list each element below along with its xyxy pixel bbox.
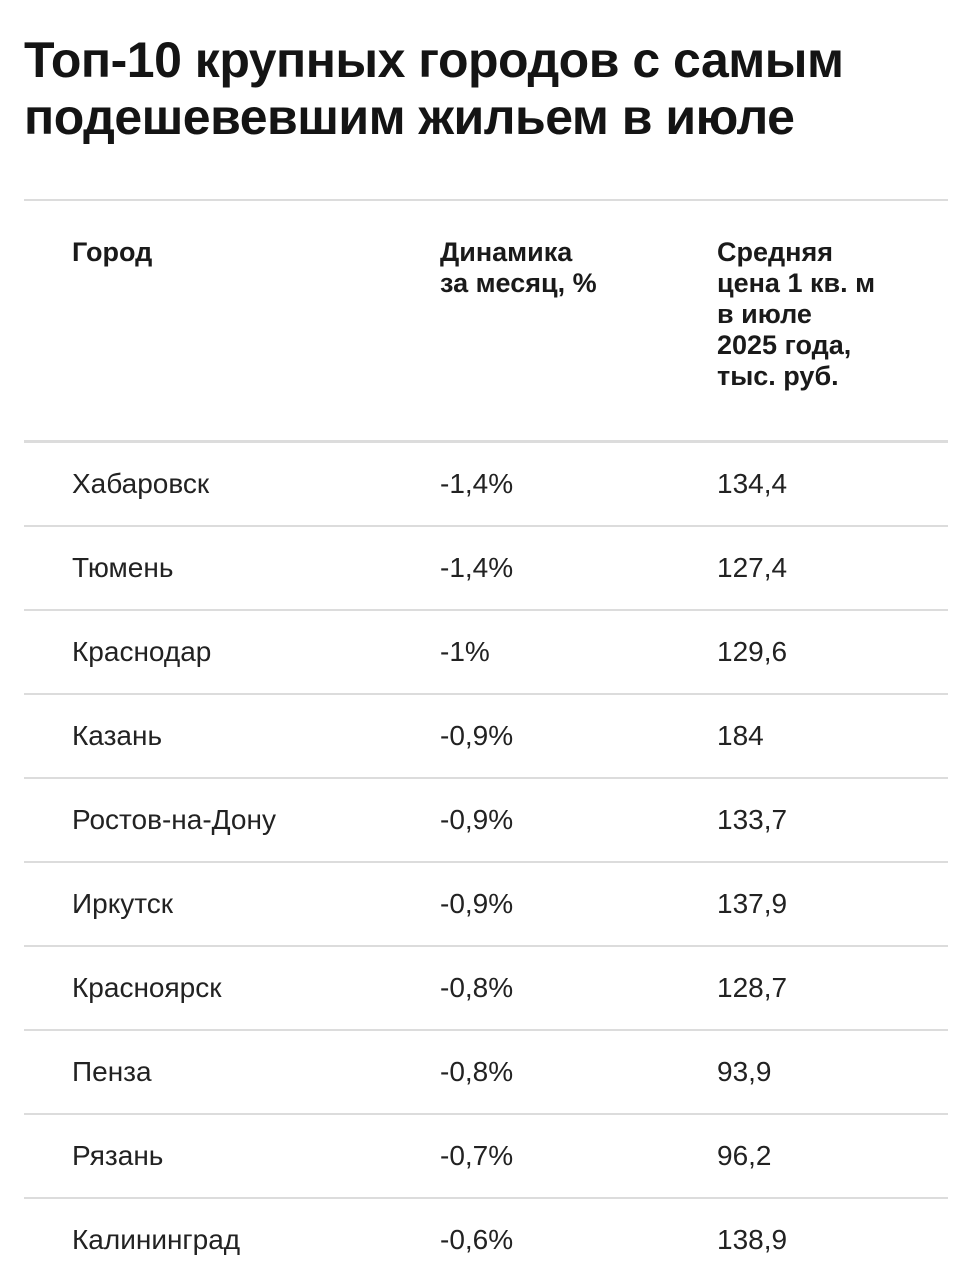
city-cell: Краснодар <box>72 636 212 667</box>
header-price-line: тыс. руб. <box>717 361 839 391</box>
header-price-line: 2025 года, <box>717 330 852 360</box>
city-cell: Рязань <box>72 1140 164 1171</box>
change-cell: -0,9% <box>440 720 514 751</box>
price-cell: 133,7 <box>717 804 788 835</box>
header-price: Средняя цена 1 кв. м в июле 2025 года, т… <box>717 237 917 392</box>
city-cell: Калининград <box>72 1224 241 1255</box>
price-cell: 128,7 <box>717 972 788 1003</box>
header-city-line: Город <box>72 237 153 267</box>
table-row: Тюмень -1,4% 127,4 <box>24 527 948 611</box>
table-row: Калининград -0,6% 138,9 <box>24 1199 948 1281</box>
price-cell: 93,9 <box>717 1056 772 1087</box>
city-cell: Хабаровск <box>72 468 210 499</box>
change-cell: -0,7% <box>440 1140 514 1171</box>
price-cell: 138,9 <box>717 1224 788 1255</box>
title-line-2: подешевевшим жильем в июле <box>24 89 795 145</box>
title-line-1: Топ-10 крупных городов с самым <box>24 32 844 88</box>
header-price-line: Средняя <box>717 237 833 267</box>
city-cell: Тюмень <box>72 552 174 583</box>
change-cell: -1% <box>440 636 490 667</box>
change-cell: -0,9% <box>440 804 514 835</box>
city-cell: Иркутск <box>72 888 174 919</box>
change-cell: -1,4% <box>440 468 514 499</box>
price-cell: 137,9 <box>717 888 788 919</box>
price-cell: 127,4 <box>717 552 788 583</box>
table-row: Иркутск -0,9% 137,9 <box>24 863 948 947</box>
change-cell: -0,8% <box>440 972 514 1003</box>
cities-table: Город Динамика за месяц, % Средняя цена … <box>24 199 948 1281</box>
price-cell: 184 <box>717 720 764 751</box>
page-title: Топ-10 крупных городов с самым подешевев… <box>24 32 944 146</box>
table-row: Хабаровск -1,4% 134,4 <box>24 443 948 527</box>
table-row: Краснодар -1% 129,6 <box>24 611 948 695</box>
header-price-line: цена 1 кв. м <box>717 268 876 298</box>
header-change-line: Динамика <box>440 237 573 267</box>
table-header: Город Динамика за месяц, % Средняя цена … <box>24 201 948 443</box>
city-cell: Ростов-на-Дону <box>72 804 276 835</box>
change-cell: -0,9% <box>440 888 514 919</box>
price-cell: 96,2 <box>717 1140 772 1171</box>
city-cell: Пенза <box>72 1056 152 1087</box>
table-row: Казань -0,9% 184 <box>24 695 948 779</box>
header-change: Динамика за месяц, % <box>440 237 680 299</box>
header-price-line: в июле <box>717 299 812 329</box>
table-row: Рязань -0,7% 96,2 <box>24 1115 948 1199</box>
change-cell: -1,4% <box>440 552 514 583</box>
price-cell: 129,6 <box>717 636 788 667</box>
change-cell: -0,8% <box>440 1056 514 1087</box>
price-cell: 134,4 <box>717 468 788 499</box>
table-row: Пенза -0,8% 93,9 <box>24 1031 948 1115</box>
table-body: Хабаровск -1,4% 134,4 Тюмень -1,4% 127,4… <box>24 443 948 1281</box>
table-row: Красноярск -0,8% 128,7 <box>24 947 948 1031</box>
header-change-line: за месяц, % <box>440 268 597 298</box>
city-cell: Казань <box>72 720 163 751</box>
table-row: Ростов-на-Дону -0,9% 133,7 <box>24 779 948 863</box>
header-city: Город <box>72 237 152 268</box>
change-cell: -0,6% <box>440 1224 514 1255</box>
city-cell: Красноярск <box>72 972 222 1003</box>
